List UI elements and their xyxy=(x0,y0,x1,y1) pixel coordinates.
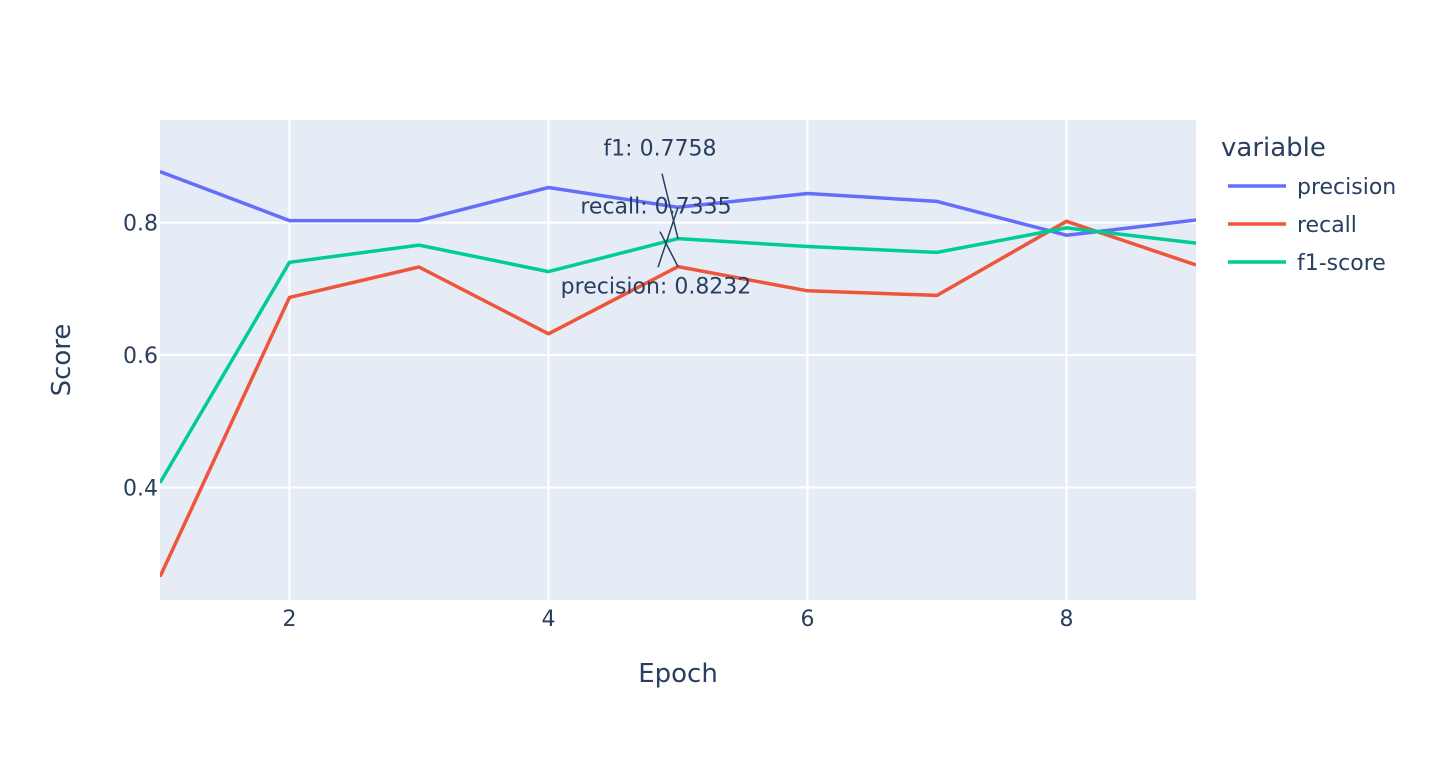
x-axis-ticks: 2 4 6 8 xyxy=(283,607,1074,632)
x-tick-label: 8 xyxy=(1060,607,1074,632)
plot-background xyxy=(160,120,1196,600)
annotation-label: precision: 0.8232 xyxy=(561,274,752,299)
legend-label: precision xyxy=(1297,175,1396,200)
x-tick-label: 6 xyxy=(801,607,815,632)
y-axis-title: Score xyxy=(47,324,77,397)
annotations: f1: 0.7758 recall: 0.7335 precision: 0.823… xyxy=(561,137,752,300)
annotation-pointer xyxy=(657,207,679,268)
legend-label: f1-score xyxy=(1297,251,1386,276)
y-tick-label: 0.6 xyxy=(123,344,158,369)
legend-title: variable xyxy=(1221,133,1326,163)
annotation-label: f1: 0.7758 xyxy=(603,137,716,162)
legend: variable precision recall f1-score xyxy=(1221,133,1396,276)
legend-label: recall xyxy=(1297,213,1357,238)
y-tick-label: 0.8 xyxy=(123,212,158,237)
annotation-label: recall: 0.7335 xyxy=(580,195,731,220)
annotation-pointer xyxy=(659,231,679,267)
annotation-pointer xyxy=(661,173,679,239)
x-axis-title: Epoch xyxy=(638,659,718,689)
gridlines xyxy=(160,120,1196,600)
y-tick-label: 0.4 xyxy=(123,476,158,501)
y-axis-ticks: 0.4 0.6 0.8 xyxy=(123,212,158,502)
x-tick-label: 4 xyxy=(542,607,556,632)
x-tick-label: 2 xyxy=(283,607,297,632)
